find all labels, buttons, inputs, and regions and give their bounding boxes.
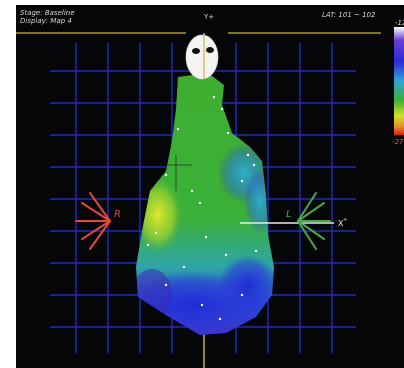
left-orientation-label: L: [286, 209, 292, 220]
l-marker-ray: [297, 202, 325, 222]
sample-point: [164, 283, 168, 287]
lat-range-value: 101 ~ 102: [338, 11, 376, 19]
legend-bottom-label: -27: [392, 138, 404, 146]
r-marker-ray: [81, 220, 111, 240]
sample-point: [154, 231, 158, 235]
sample-point: [182, 265, 186, 269]
map-purple-region: [136, 269, 172, 321]
sample-points: [146, 95, 258, 321]
display-label: Display: Map 4: [20, 17, 72, 25]
right-orientation-label: R: [114, 209, 121, 220]
sample-point: [204, 235, 208, 239]
sample-point: [200, 303, 204, 307]
l-marker-ray: [297, 192, 317, 222]
sample-point: [176, 127, 180, 131]
sample-point: [212, 95, 216, 99]
sample-point: [240, 179, 244, 183]
map-blue-region-2: [218, 255, 274, 315]
l-marker-ray: [297, 220, 325, 240]
left-orientation-marker: [297, 192, 331, 250]
lat-prefix: LAT:: [322, 11, 337, 19]
sample-point: [220, 107, 224, 111]
sample-point: [164, 173, 168, 177]
stage-value: Baseline: [44, 9, 75, 17]
head-shape: [185, 34, 219, 80]
sample-point: [254, 249, 258, 253]
head-orientation-icon: [185, 34, 219, 80]
display-value: Map 4: [50, 17, 72, 25]
map-canvas[interactable]: X + R L: [16, 5, 404, 368]
orientation-y-label: Y+: [204, 13, 215, 21]
sample-point: [146, 243, 150, 247]
stage-prefix: Stage:: [20, 9, 43, 17]
sample-point: [218, 317, 222, 321]
map-crosshair: [166, 155, 192, 191]
legend-top-label: -12: [395, 19, 404, 27]
r-marker-ray: [89, 220, 111, 250]
sample-point: [246, 153, 250, 157]
x-axis-label: X: [338, 219, 344, 228]
color-scale-bar: [394, 27, 404, 135]
sample-point: [190, 189, 194, 193]
sample-point: [252, 163, 256, 167]
lat-range-label: LAT: 101 ~ 102: [322, 11, 375, 19]
map-viewer[interactable]: Stage: Baseline Display: Map 4 Y+ LAT: 1…: [16, 5, 404, 368]
right-orientation-marker: [75, 192, 111, 250]
stage-label: Stage: Baseline: [20, 9, 75, 17]
sample-point: [240, 293, 244, 297]
x-axis-sign: +: [343, 217, 347, 223]
activation-map[interactable]: [124, 65, 286, 345]
sample-point: [198, 201, 202, 205]
r-marker-ray: [89, 192, 111, 222]
l-marker-ray: [297, 220, 317, 250]
sample-point: [224, 253, 228, 257]
head-left-eye: [192, 48, 200, 54]
r-marker-ray: [81, 202, 111, 222]
display-prefix: Display:: [20, 17, 49, 25]
sample-point: [226, 131, 230, 135]
head-right-eye: [206, 47, 214, 53]
